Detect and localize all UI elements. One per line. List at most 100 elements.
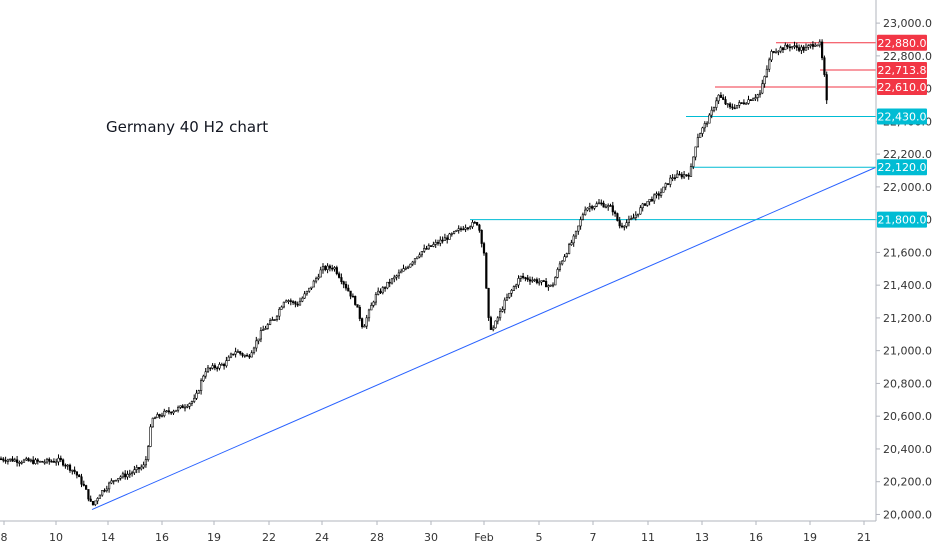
- candle-body: [75, 471, 78, 476]
- candle-body: [48, 458, 51, 462]
- candle-body: [163, 410, 166, 417]
- candle-body: [604, 206, 607, 209]
- candle-body: [71, 469, 74, 472]
- candle-body: [186, 406, 189, 408]
- candle-body: [296, 303, 299, 306]
- candle-body: [570, 242, 573, 246]
- candle-body: [807, 45, 810, 48]
- candle-body: [165, 410, 168, 413]
- candle-body: [432, 244, 435, 247]
- candle-body: [151, 417, 154, 428]
- candle-body: [386, 281, 389, 289]
- candle-body: [735, 104, 739, 109]
- candle-body: [22, 459, 26, 463]
- candle-body: [643, 203, 647, 206]
- y-tick-label: 20,400.0: [883, 443, 932, 456]
- x-tick-label: 7: [590, 531, 597, 544]
- candle-body: [549, 284, 552, 287]
- candle-body: [572, 235, 575, 244]
- candle-body: [680, 174, 683, 178]
- candle-body: [703, 123, 706, 129]
- candle-body: [551, 284, 555, 287]
- candle-body: [285, 300, 288, 303]
- candle-body: [685, 174, 688, 176]
- candle-body: [632, 217, 635, 220]
- candle-body: [726, 103, 729, 106]
- candle-body: [466, 227, 470, 230]
- candle-body: [395, 275, 398, 278]
- candle-body: [774, 51, 778, 54]
- candle-body: [204, 371, 207, 377]
- candle-body: [710, 109, 713, 116]
- candle-body: [213, 365, 217, 369]
- candle-body: [751, 98, 755, 101]
- candle-body: [471, 222, 474, 228]
- candle-body: [487, 287, 490, 318]
- candle-body: [659, 191, 663, 196]
- candle-body: [443, 237, 447, 241]
- price-badge-label: 22,430.0: [878, 110, 927, 123]
- candle-body: [121, 473, 124, 478]
- candle-body: [818, 41, 821, 46]
- candle-body: [411, 261, 414, 265]
- candle-body: [501, 309, 504, 312]
- candle-body: [179, 405, 182, 408]
- candle-body: [344, 283, 348, 289]
- candle-body: [816, 44, 819, 47]
- candle-body: [52, 461, 55, 463]
- candle-body: [126, 474, 129, 478]
- candle-body: [731, 106, 734, 109]
- candle-body: [653, 194, 656, 202]
- candle-body: [298, 300, 302, 306]
- candle-body: [515, 284, 518, 287]
- candle-body: [439, 239, 442, 244]
- candle-body: [496, 317, 499, 322]
- candle-body: [618, 220, 621, 227]
- candle-body: [61, 459, 65, 466]
- candle-body: [708, 114, 711, 124]
- candle-body: [137, 467, 141, 470]
- candle-body: [124, 473, 127, 478]
- candle-body: [98, 494, 101, 499]
- candle-body: [779, 47, 782, 52]
- candle-body: [636, 213, 640, 216]
- candle-body: [765, 68, 768, 77]
- candle-body: [20, 461, 23, 464]
- candle-body: [383, 287, 387, 289]
- candle-body: [287, 300, 290, 302]
- candle-body: [197, 390, 200, 394]
- candle-body: [742, 102, 745, 105]
- candle-body: [101, 490, 104, 496]
- candle-body: [59, 457, 62, 461]
- candle-body: [154, 417, 157, 420]
- candle-body: [264, 328, 267, 330]
- candle-body: [616, 213, 619, 221]
- y-tick-label: 21,000.0: [883, 345, 932, 358]
- candle-body: [188, 403, 191, 407]
- candle-body: [257, 338, 260, 342]
- candle-body: [650, 198, 653, 202]
- candle-body: [275, 315, 279, 320]
- candle-body: [149, 426, 152, 447]
- candle-body: [590, 206, 594, 209]
- candle-body: [397, 272, 401, 277]
- candle-body: [209, 367, 212, 370]
- candle-body: [593, 206, 596, 209]
- price-badges: 22,880.0 22,713.8 22,610.0 22,430.0 22,120.0…: [877, 34, 927, 228]
- candle-body: [347, 287, 350, 292]
- candle-body: [597, 202, 601, 205]
- candle-body: [669, 177, 672, 185]
- candle-body: [595, 203, 598, 207]
- candle-body: [236, 351, 240, 353]
- candle-body: [89, 498, 92, 502]
- candle-body: [717, 94, 720, 102]
- candle-body: [641, 203, 644, 209]
- candle-body: [268, 320, 272, 325]
- candle-body: [558, 263, 561, 270]
- candle-body: [241, 353, 244, 356]
- candle-body: [409, 263, 412, 268]
- candle-body: [110, 480, 113, 484]
- candle-body: [450, 233, 453, 235]
- trendline-layer: [91, 166, 877, 510]
